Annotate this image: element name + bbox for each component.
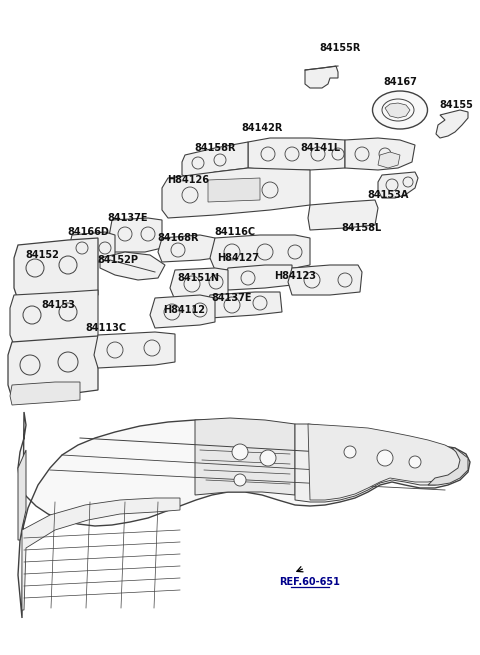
Ellipse shape: [372, 91, 428, 129]
Text: 84137E: 84137E: [212, 293, 252, 303]
Text: 84137E: 84137E: [108, 213, 148, 223]
Polygon shape: [18, 450, 26, 540]
Text: H84127: H84127: [217, 253, 259, 263]
Polygon shape: [385, 103, 410, 118]
Text: 84155: 84155: [439, 100, 473, 110]
Circle shape: [260, 450, 276, 466]
Polygon shape: [308, 200, 378, 230]
Text: 84151N: 84151N: [177, 273, 219, 283]
Polygon shape: [10, 290, 98, 345]
Text: 84158R: 84158R: [194, 143, 236, 153]
Polygon shape: [94, 332, 175, 368]
Polygon shape: [158, 235, 215, 262]
Text: H84112: H84112: [163, 305, 205, 315]
Polygon shape: [378, 152, 400, 168]
Polygon shape: [182, 142, 248, 178]
Polygon shape: [10, 382, 80, 405]
Text: 84116C: 84116C: [215, 227, 255, 237]
Text: 84152P: 84152P: [97, 255, 139, 265]
Polygon shape: [295, 424, 462, 502]
Text: 84152: 84152: [25, 250, 59, 260]
Text: H84126: H84126: [167, 175, 209, 185]
Circle shape: [344, 446, 356, 458]
Text: 84167: 84167: [383, 77, 417, 87]
Text: 84113C: 84113C: [85, 323, 127, 333]
Polygon shape: [308, 424, 462, 500]
Text: 84142R: 84142R: [241, 123, 283, 133]
Polygon shape: [170, 268, 228, 300]
Text: 84168R: 84168R: [157, 233, 199, 243]
Circle shape: [409, 456, 421, 468]
Polygon shape: [436, 110, 468, 138]
Polygon shape: [22, 498, 180, 610]
Text: 84155R: 84155R: [319, 43, 360, 53]
Polygon shape: [14, 238, 98, 300]
Polygon shape: [68, 232, 115, 262]
Polygon shape: [195, 418, 295, 495]
Polygon shape: [428, 448, 468, 485]
Polygon shape: [8, 336, 98, 398]
Text: 84166D: 84166D: [67, 227, 109, 237]
Polygon shape: [18, 412, 470, 618]
Text: REF.60-651: REF.60-651: [279, 577, 340, 587]
Polygon shape: [248, 138, 345, 170]
Circle shape: [377, 450, 393, 466]
Polygon shape: [100, 252, 165, 280]
Polygon shape: [150, 295, 215, 328]
Polygon shape: [108, 218, 162, 252]
Circle shape: [234, 474, 246, 486]
Text: 84153A: 84153A: [367, 190, 408, 200]
Polygon shape: [224, 265, 292, 290]
Text: 84153: 84153: [41, 300, 75, 310]
Text: 84141L: 84141L: [300, 143, 340, 153]
Text: 84158L: 84158L: [342, 223, 382, 233]
Polygon shape: [345, 138, 415, 170]
Polygon shape: [288, 265, 362, 295]
Polygon shape: [208, 178, 260, 202]
Circle shape: [232, 444, 248, 460]
Polygon shape: [205, 292, 282, 318]
Polygon shape: [162, 168, 310, 218]
Polygon shape: [305, 66, 338, 88]
Text: H84123: H84123: [274, 271, 316, 281]
Polygon shape: [210, 235, 310, 270]
Polygon shape: [378, 172, 418, 198]
